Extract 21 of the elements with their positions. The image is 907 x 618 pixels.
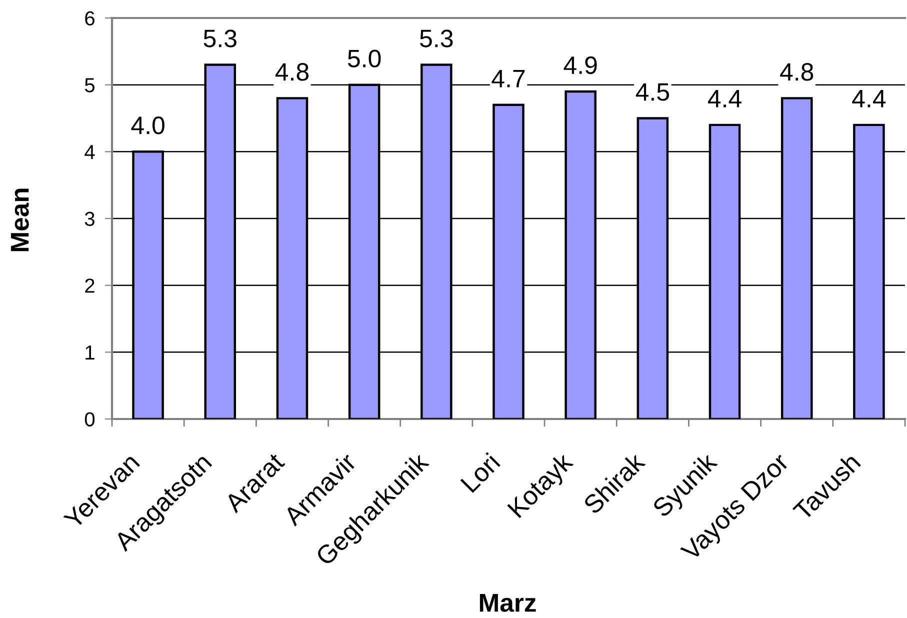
y-tick-label: 3	[84, 212, 94, 226]
data-label: 4.8	[780, 63, 814, 81]
data-label: 4.4	[852, 90, 886, 108]
data-label: 4.4	[708, 90, 742, 108]
y-tick-label: 5	[84, 78, 94, 92]
y-axis-title: Mean	[10, 188, 29, 252]
data-label: 4.7	[492, 70, 525, 88]
y-tick-label: 2	[85, 278, 94, 293]
x-tick-label: Lori	[460, 452, 501, 494]
data-label: 5.3	[420, 30, 453, 48]
y-tick-label: 4	[84, 145, 95, 159]
y-tick-label: 1	[86, 346, 94, 360]
y-tick-label: 6	[85, 11, 94, 26]
x-axis-title: Marz	[480, 594, 536, 612]
data-label: 5.0	[348, 50, 381, 68]
data-label: 5.3	[204, 30, 236, 48]
data-label: 4.0	[131, 116, 164, 134]
y-tick-label: 0	[84, 412, 95, 426]
data-label: 4.8	[275, 63, 309, 81]
data-label: 4.5	[636, 83, 670, 101]
data-label: 4.9	[564, 56, 597, 74]
